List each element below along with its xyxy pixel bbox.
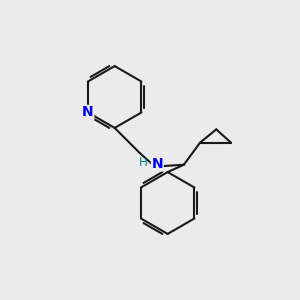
Text: N: N [152, 157, 163, 171]
Text: H: H [139, 156, 148, 169]
Text: N: N [82, 106, 94, 119]
